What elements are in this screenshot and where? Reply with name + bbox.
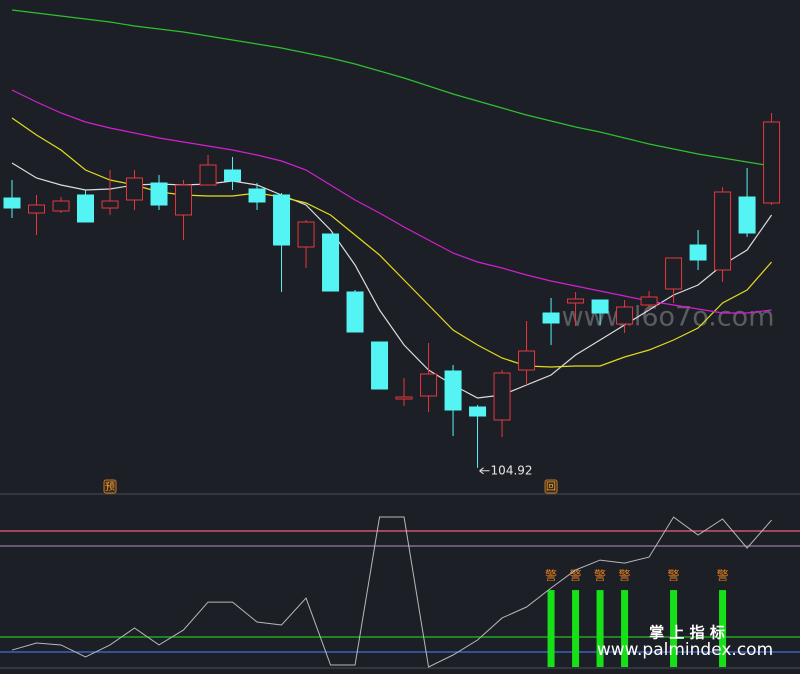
candle-body xyxy=(542,312,560,324)
signal-bar xyxy=(719,590,727,667)
signal-bar xyxy=(670,590,678,667)
candle-body xyxy=(469,406,487,417)
candle-body xyxy=(52,200,70,212)
candle-body xyxy=(420,373,438,397)
candle-body xyxy=(444,370,462,411)
indicator-line xyxy=(11,516,772,668)
signal-label: 警 xyxy=(570,568,582,583)
candle-body xyxy=(28,204,46,214)
annotation: 回 xyxy=(546,481,556,493)
candle-body xyxy=(714,191,732,271)
annotation: 预 xyxy=(105,481,115,493)
candle-body xyxy=(273,194,291,246)
candle-body xyxy=(3,197,21,209)
candle-body xyxy=(567,298,585,304)
candle-body xyxy=(616,306,634,325)
candle-body xyxy=(371,341,389,390)
candle-body xyxy=(126,177,144,201)
signal-bar xyxy=(547,590,555,667)
watermark-brand: 掌 上 指 标 xyxy=(649,624,725,642)
candle-body xyxy=(101,200,119,209)
candle-body xyxy=(297,221,315,248)
candle-body xyxy=(224,169,242,182)
candle-body xyxy=(518,350,536,371)
signal-bar xyxy=(572,590,580,667)
annotation-box xyxy=(544,479,558,494)
signal-label: 警 xyxy=(594,568,606,583)
candle-body xyxy=(346,291,364,333)
candle-body xyxy=(175,184,193,216)
candle-body xyxy=(395,396,413,400)
signal-bar xyxy=(621,590,629,667)
candle-body xyxy=(738,196,756,234)
moving-average-line xyxy=(11,9,772,167)
candle-body xyxy=(763,121,781,204)
candle-body xyxy=(322,233,340,292)
signal-bar xyxy=(596,590,604,667)
watermark-url: www.palmindex.com xyxy=(597,640,773,660)
annotation-box xyxy=(103,479,117,494)
candle-body xyxy=(591,299,609,314)
candle-body xyxy=(665,257,683,290)
signal-label: 警 xyxy=(619,568,631,583)
candle-body xyxy=(640,296,658,306)
low-label: 104.92 xyxy=(491,463,533,477)
candle-body xyxy=(248,188,266,203)
candle-body xyxy=(199,164,217,186)
candle-body xyxy=(689,244,707,261)
candle-body xyxy=(77,194,95,223)
candle-body xyxy=(493,372,511,421)
signal-label: 警 xyxy=(717,568,729,583)
signal-label: 警 xyxy=(668,568,680,583)
candle-body xyxy=(150,182,168,206)
low-arrow xyxy=(479,467,490,475)
signal-label: 警 xyxy=(545,568,557,583)
